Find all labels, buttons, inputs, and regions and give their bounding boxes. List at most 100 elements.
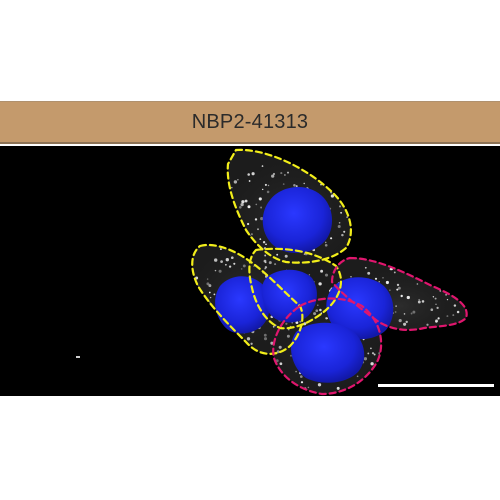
punctum	[264, 268, 266, 270]
punctum	[389, 289, 391, 292]
punctum	[303, 253, 306, 255]
punctum	[261, 165, 264, 167]
punctum	[336, 386, 340, 390]
punctum	[246, 222, 250, 226]
punctum	[395, 305, 397, 307]
cell-outline-yellow	[191, 243, 304, 355]
punctum	[208, 284, 212, 288]
punctum	[434, 297, 437, 300]
punctum	[453, 304, 457, 307]
punctum	[446, 315, 449, 318]
punctum	[208, 291, 211, 294]
punctum	[214, 269, 217, 272]
punctum	[251, 172, 255, 176]
punctum	[350, 276, 352, 278]
punctum	[308, 274, 311, 276]
punctum	[241, 200, 245, 204]
debris-speck	[76, 356, 80, 358]
punctum	[416, 283, 419, 285]
punctum	[325, 317, 328, 320]
punctum	[259, 238, 262, 240]
punctum	[276, 253, 279, 256]
nucleus	[215, 276, 270, 334]
punctum	[265, 243, 267, 246]
punctum	[338, 222, 341, 224]
punctum	[371, 352, 375, 355]
punctum	[264, 183, 267, 186]
punctum	[373, 353, 376, 356]
punctum	[340, 211, 343, 214]
punctum	[417, 300, 421, 304]
punctum	[324, 241, 327, 244]
punctum	[338, 205, 342, 208]
punctum	[214, 258, 218, 262]
punctum	[225, 263, 227, 266]
punctum	[237, 179, 239, 181]
punctum	[396, 283, 400, 287]
punctum	[262, 241, 266, 244]
punctum	[260, 216, 264, 221]
punctum	[225, 258, 229, 262]
punctum	[295, 185, 298, 188]
punctum	[398, 319, 402, 323]
punctum	[276, 350, 280, 354]
punctum	[406, 295, 410, 300]
punctum	[445, 293, 448, 296]
punctum	[410, 312, 413, 315]
punctum	[370, 347, 372, 350]
antibody-label: NBP2-41313	[191, 110, 309, 133]
scale-bar	[378, 384, 494, 387]
punctum	[272, 172, 276, 176]
punctum	[246, 337, 251, 341]
cell-outline-magenta	[330, 256, 468, 331]
punctum	[270, 341, 274, 345]
punctum	[206, 282, 210, 286]
punctum	[452, 314, 455, 317]
punctum	[364, 266, 367, 269]
punctum	[280, 172, 283, 175]
punctum	[341, 233, 344, 237]
punctum	[268, 261, 272, 265]
punctum	[206, 278, 209, 280]
punctum	[247, 173, 250, 176]
punctum	[356, 375, 359, 378]
punctum	[439, 290, 441, 292]
punctum	[240, 268, 243, 270]
punctum	[299, 320, 302, 323]
punctum	[285, 322, 288, 325]
punctum	[300, 381, 304, 384]
punctum	[264, 261, 267, 264]
punctum	[250, 342, 253, 345]
punctum	[363, 357, 368, 361]
punctum	[274, 263, 277, 266]
punctum	[218, 269, 222, 273]
punctum	[330, 194, 335, 198]
punctum	[257, 228, 259, 231]
punctum	[233, 262, 236, 265]
punctum	[244, 199, 248, 203]
punctum	[456, 310, 460, 314]
punctum	[293, 184, 296, 187]
punctum	[247, 205, 251, 209]
punctum	[248, 180, 251, 182]
punctum	[258, 197, 262, 201]
punctum	[284, 174, 286, 176]
punctum	[213, 293, 216, 296]
punctum	[288, 328, 290, 331]
punctum	[330, 237, 333, 240]
punctum	[263, 333, 267, 337]
punctum	[382, 276, 384, 279]
punctum	[290, 354, 292, 357]
punctum	[435, 303, 437, 306]
punctum	[264, 266, 268, 269]
punctum	[393, 271, 396, 274]
punctum	[346, 216, 348, 218]
punctum	[317, 304, 319, 306]
punctum	[394, 311, 397, 313]
punctum	[397, 286, 401, 290]
punctum	[403, 322, 407, 326]
punctum	[389, 268, 392, 271]
punctum	[219, 248, 222, 251]
punctum	[313, 312, 317, 316]
